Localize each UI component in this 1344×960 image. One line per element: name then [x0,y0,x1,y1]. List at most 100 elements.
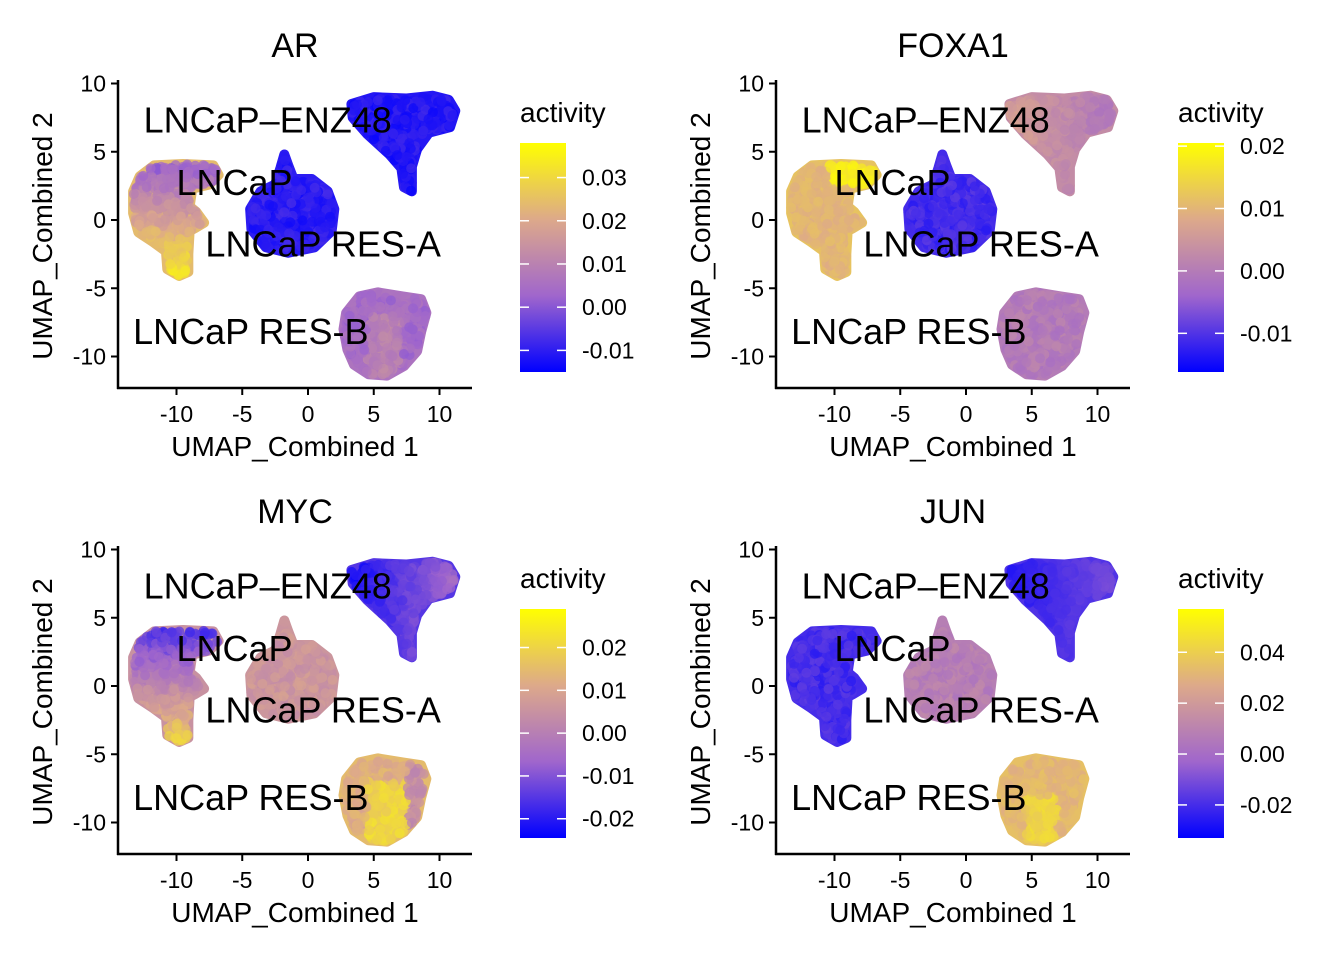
legend-title: activity [1178,97,1264,128]
legend-tick-label: 0.03 [582,165,627,191]
data-point [401,638,412,649]
data-point [408,303,418,314]
data-point [367,343,378,354]
data-point [807,224,817,235]
data-point [419,565,430,576]
data-point [957,198,968,209]
y-tick-label: 10 [80,71,106,97]
data-point [385,560,395,571]
data-point [430,561,441,572]
chart-panel-ar: AR LNCaP LNCaP RES-A LNCaP–ENZ48 LNCaP RES-B… [0,0,660,470]
data-point [138,170,149,181]
data-point [261,663,271,674]
cluster-lncap-res-a [245,149,340,258]
data-point [392,150,403,161]
data-point [158,183,169,194]
data-point [1016,364,1027,375]
data-point [825,236,835,247]
data-point [966,214,977,225]
data-point [134,219,144,230]
cluster-label: LNCaP RES-A [863,224,1098,265]
data-point [366,584,377,595]
data-point [255,189,266,200]
data-point [300,644,311,655]
data-point [252,687,263,698]
data-point [264,648,275,659]
cluster-lncap-res-b [338,287,432,381]
data-point [392,623,403,634]
legend-tick-label: -0.01 [582,337,634,363]
data-point [403,565,414,576]
data-point [1061,304,1072,315]
y-tick-label: 0 [93,207,106,233]
data-point [351,354,362,365]
data-point [1037,94,1048,105]
data-point [160,162,170,173]
data-point [423,114,434,125]
cluster-lncap-res-b [338,753,432,847]
data-point [862,175,873,186]
data-point [309,182,320,193]
data-point [834,264,845,275]
chart-title: AR [271,27,318,65]
data-point [1060,159,1071,169]
data-point [169,684,180,695]
data-point [823,204,834,215]
x-tick-label: -5 [232,401,252,427]
data-point [378,331,389,342]
y-tick-label: 5 [751,139,764,165]
data-point [145,163,156,174]
data-point [170,201,181,212]
data-point [320,222,330,233]
cluster-lncap-res-a [245,615,340,724]
data-point [286,198,297,209]
y-tick-label: -10 [731,344,764,370]
data-point [133,690,144,701]
scatter-points [128,556,461,847]
data-point [268,709,279,720]
data-point [1034,121,1045,132]
data-point [402,625,413,636]
data-point [1074,135,1085,146]
data-point [397,595,408,606]
data-point [1014,311,1025,322]
data-point [170,659,181,670]
data-point [378,319,389,330]
data-point [350,320,361,331]
data-point [164,232,175,243]
data-point [296,185,307,196]
data-point [1071,339,1082,350]
data-point [398,349,409,359]
data-point [278,709,289,720]
x-tick-label: -10 [818,401,851,427]
data-point [1047,116,1058,127]
data-point [363,307,374,318]
data-point [386,613,397,624]
data-point [974,234,985,245]
data-point [169,668,180,679]
data-point [150,226,161,237]
cluster-label: LNCaP RES-B [791,311,1026,352]
data-point [843,215,854,226]
color-legend: activity-0.010.000.010.020.03 [520,97,634,372]
data-point [387,311,398,322]
data-point [261,210,272,221]
data-point [444,120,455,131]
data-point [140,670,151,681]
data-point [286,659,296,670]
data-point [303,192,314,203]
data-point [837,222,848,233]
data-point [1089,116,1100,127]
data-point [156,694,167,704]
data-point [1044,290,1054,301]
data-point [1021,295,1032,306]
data-point [833,207,844,217]
data-point [1001,328,1012,339]
data-point [381,111,392,122]
x-tick-label: -10 [160,401,193,427]
y-tick-label: 0 [751,207,764,233]
data-point [1004,308,1015,318]
data-point [363,97,373,108]
data-point [910,208,921,219]
